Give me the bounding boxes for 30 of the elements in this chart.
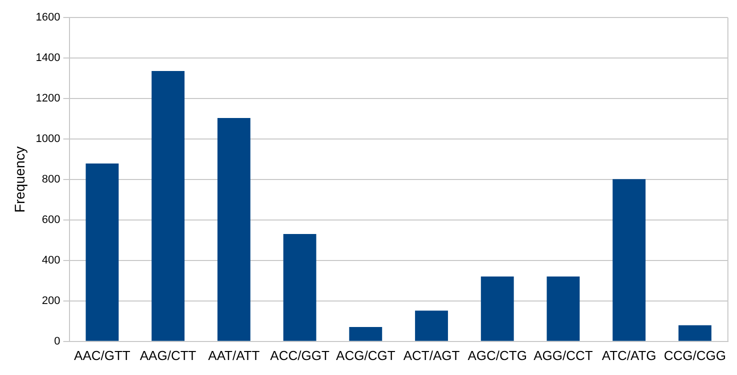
y-tick-label: 0 bbox=[54, 335, 60, 348]
x-tick-label: AAC/GTT bbox=[74, 348, 130, 363]
y-tick-label: 400 bbox=[42, 254, 60, 266]
y-tick-label: 1200 bbox=[36, 92, 60, 105]
bar bbox=[480, 276, 514, 341]
bar bbox=[415, 310, 448, 341]
bar bbox=[217, 118, 250, 341]
y-tick-label: 1000 bbox=[36, 133, 60, 146]
x-tick-label: ATC/ATG bbox=[602, 348, 656, 363]
y-tick-label: 200 bbox=[42, 294, 60, 307]
bar bbox=[612, 179, 646, 341]
x-tick-label: AAG/CTT bbox=[140, 348, 196, 363]
x-tick-label: ACG/CGT bbox=[336, 348, 396, 363]
bar bbox=[283, 234, 316, 341]
x-tick-label: ACC/GGT bbox=[270, 348, 330, 363]
bar bbox=[349, 327, 382, 341]
x-tick-label: CCG/CGG bbox=[664, 348, 726, 363]
x-tick-label: ACT/AGT bbox=[403, 348, 460, 363]
x-tick-label: AGG/CCT bbox=[534, 348, 593, 363]
y-tick-label: 1600 bbox=[36, 12, 60, 24]
y-axis-title: Frequency bbox=[11, 146, 28, 213]
y-tick-label: 600 bbox=[42, 214, 60, 226]
bar bbox=[546, 276, 580, 341]
y-tick-label: 1400 bbox=[36, 52, 60, 64]
x-tick-label: AGC/CTG bbox=[468, 348, 527, 363]
x-tick-label: AAT/ATT bbox=[208, 348, 260, 363]
bar bbox=[152, 71, 185, 341]
bar bbox=[86, 164, 119, 341]
y-tick-label: 800 bbox=[42, 174, 60, 186]
bar bbox=[678, 325, 712, 341]
